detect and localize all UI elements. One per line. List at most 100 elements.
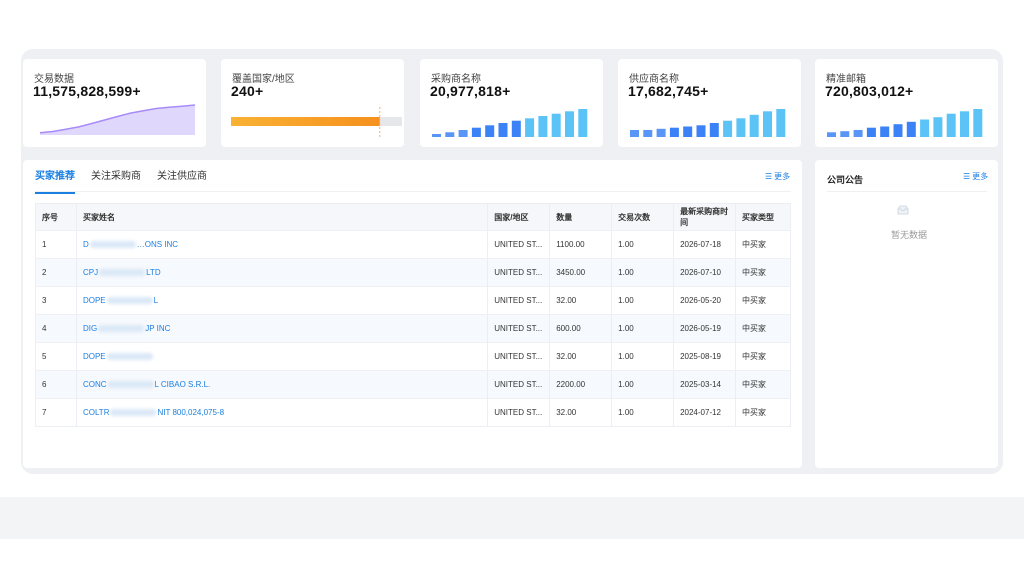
cell-country: UNITED ST... bbox=[487, 230, 551, 259]
buyer-name-prefix: D bbox=[82, 240, 89, 249]
cell-buyer-type: 中买家 bbox=[735, 230, 791, 259]
cell-buyer-name[interactable]: DIG JP INC bbox=[76, 314, 489, 343]
stat-bar-chart bbox=[827, 109, 983, 137]
bar bbox=[643, 130, 653, 137]
tab-followed-buyers[interactable]: 关注采购商 bbox=[91, 171, 141, 182]
cell-index: 3 bbox=[35, 286, 77, 315]
buyer-name-suffix: LTD bbox=[146, 268, 161, 277]
table-row[interactable]: 2 CPJ LTD UNITED ST... 3450.00 1.00 2026-07-10… bbox=[35, 258, 791, 287]
stat-value: 11,575,828,599+ bbox=[33, 83, 141, 99]
redacted-text bbox=[89, 241, 136, 249]
buyer-name-suffix: NIT 800,024,075-8 bbox=[157, 408, 225, 417]
col-header-country: 国家/地区 bbox=[487, 203, 551, 231]
table-row[interactable]: 7 COLTR NIT 800,024,075-8 UNITED ST... 32.00… bbox=[35, 398, 791, 427]
bar bbox=[471, 127, 481, 137]
buyer-name-suffix: L bbox=[153, 296, 159, 305]
cell-latest-date: 2024-07-12 bbox=[673, 398, 737, 427]
stat-value: 17,682,745+ bbox=[628, 83, 709, 99]
cell-latest-date: 2026-07-10 bbox=[673, 258, 737, 287]
bar bbox=[906, 121, 916, 137]
bar bbox=[960, 111, 969, 137]
redacted-text bbox=[106, 353, 153, 361]
buyer-name-suffix: …ONS INC bbox=[136, 240, 179, 249]
notice-title: 公司公告 bbox=[827, 175, 864, 185]
bar bbox=[565, 111, 574, 137]
tab-recommended-buyers[interactable]: 买家推荐 bbox=[35, 170, 75, 194]
bar bbox=[525, 118, 535, 137]
cell-buyer-name[interactable]: DOPE L bbox=[76, 286, 489, 315]
more-label: 更多 bbox=[774, 172, 791, 181]
cell-buyer-name[interactable]: DOPE bbox=[76, 342, 489, 371]
col-header-latest-date: 最新采购商时间 bbox=[673, 203, 737, 231]
empty-text: 暂无数据 bbox=[891, 230, 928, 240]
stat-card-transactions: 交易数据 11,575,828,599+ bbox=[23, 59, 206, 147]
cell-quantity: 32.00 bbox=[549, 398, 613, 427]
stat-card-buyers: 采购商名称 20,977,818+ bbox=[420, 59, 603, 147]
buyer-name-prefix: DOPE bbox=[82, 296, 106, 305]
table-row[interactable]: 6 CONC L CIBAO S.R.L. UNITED ST... 2200.00 1.… bbox=[35, 370, 791, 399]
cell-buyer-name[interactable]: D …ONS INC bbox=[76, 230, 489, 259]
bar bbox=[893, 124, 903, 137]
buyer-recommendation-panel: 买家推荐 关注采购商 关注供应商 ☰ 更多 序号 买家姓名 国家/地区 数量 交易… bbox=[23, 160, 802, 468]
bar bbox=[498, 123, 508, 137]
table-row[interactable]: 5 DOPE UNITED ST... 32.00 1.00 2025-08-19 中买家 bbox=[35, 342, 791, 371]
cell-buyer-name[interactable]: CPJ LTD bbox=[76, 258, 489, 287]
cell-trade-count: 1.00 bbox=[611, 370, 675, 399]
bar bbox=[485, 125, 495, 137]
cell-trade-count: 1.00 bbox=[611, 398, 675, 427]
cell-country: UNITED ST... bbox=[487, 314, 551, 343]
bar bbox=[538, 116, 548, 137]
cell-latest-date: 2026-07-18 bbox=[673, 230, 737, 259]
col-header-quantity: 数量 bbox=[549, 203, 613, 231]
redacted-text bbox=[110, 409, 157, 417]
cell-buyer-name[interactable]: CONC L CIBAO S.R.L. bbox=[76, 370, 489, 399]
cell-latest-date: 2025-03-14 bbox=[673, 370, 737, 399]
more-label: 更多 bbox=[972, 172, 989, 181]
cell-buyer-name[interactable]: COLTR NIT 800,024,075-8 bbox=[76, 398, 489, 427]
more-link[interactable]: ☰ 更多 bbox=[765, 171, 790, 182]
cell-country: UNITED ST... bbox=[487, 286, 551, 315]
table-row[interactable]: 4 DIG JP INC UNITED ST... 600.00 1.00 2026-05-… bbox=[35, 314, 791, 343]
inbox-icon bbox=[897, 205, 909, 215]
cell-buyer-type: 中买家 bbox=[735, 258, 791, 287]
stat-label: 精准邮箱 bbox=[826, 74, 866, 85]
bar bbox=[709, 123, 719, 137]
company-notice-panel: 公司公告 ☰ 更多 暂无数据 bbox=[815, 160, 998, 468]
cell-country: UNITED ST... bbox=[487, 342, 551, 371]
redacted-text bbox=[98, 325, 145, 333]
stat-value: 720,803,012+ bbox=[825, 83, 914, 99]
buyer-table: 序号 买家姓名 国家/地区 数量 交易次数 最新采购商时间 买家类型 1 D …ON… bbox=[35, 203, 791, 427]
bottom-band bbox=[0, 497, 1024, 539]
notice-more-link[interactable]: ☰ 更多 bbox=[963, 171, 988, 182]
cell-quantity: 3450.00 bbox=[549, 258, 613, 287]
stat-card-emails: 精准邮箱 720,803,012+ bbox=[815, 59, 998, 147]
cell-trade-count: 1.00 bbox=[611, 230, 675, 259]
cell-trade-count: 1.00 bbox=[611, 342, 675, 371]
cell-latest-date: 2025-08-19 bbox=[673, 342, 737, 371]
notice-divider bbox=[827, 191, 987, 192]
table-row[interactable]: 1 D …ONS INC UNITED ST... 1100.00 1.00 2026-07… bbox=[35, 230, 791, 259]
cell-quantity: 32.00 bbox=[549, 286, 613, 315]
bar bbox=[866, 127, 876, 137]
bar bbox=[723, 120, 733, 137]
stat-value: 20,977,818+ bbox=[430, 83, 511, 99]
cell-trade-count: 1.00 bbox=[611, 286, 675, 315]
tab-followed-suppliers[interactable]: 关注供应商 bbox=[157, 171, 207, 182]
cell-index: 4 bbox=[35, 314, 77, 343]
bar bbox=[853, 130, 863, 137]
list-icon: ☰ bbox=[765, 172, 773, 181]
buyer-name-prefix: COLTR bbox=[82, 408, 110, 417]
cell-buyer-type: 中买家 bbox=[735, 370, 791, 399]
buyer-name-prefix: CPJ bbox=[82, 268, 99, 277]
cell-index: 2 bbox=[35, 258, 77, 287]
bar bbox=[776, 109, 786, 137]
stat-value: 240+ bbox=[231, 83, 264, 99]
cell-buyer-type: 中买家 bbox=[735, 398, 791, 427]
buyer-name-prefix: DIG bbox=[82, 324, 98, 333]
bar bbox=[749, 114, 759, 137]
cell-latest-date: 2026-05-19 bbox=[673, 314, 737, 343]
table-row[interactable]: 3 DOPE L UNITED ST... 32.00 1.00 2026-05-20 中买家 bbox=[35, 286, 791, 315]
bar bbox=[630, 130, 639, 137]
bar bbox=[458, 130, 468, 137]
cell-country: UNITED ST... bbox=[487, 370, 551, 399]
